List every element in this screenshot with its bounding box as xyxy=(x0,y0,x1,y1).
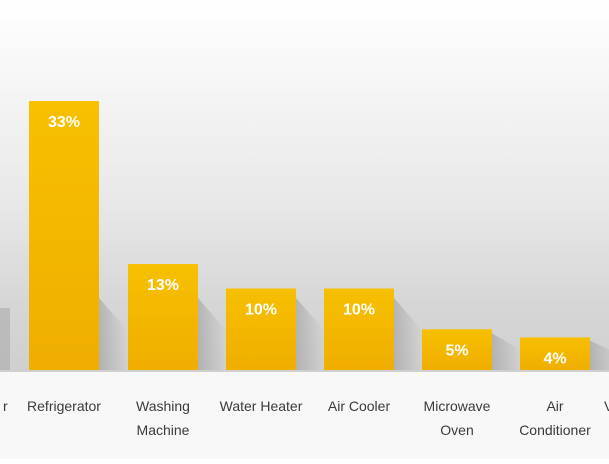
category-label-line: Air Cooler xyxy=(328,398,391,414)
category-label-line: Microwave xyxy=(424,398,491,414)
category-label-line: Washing xyxy=(136,398,190,414)
data-label: 5% xyxy=(445,342,468,359)
category-label-line: V xyxy=(604,398,609,414)
bar-shadow xyxy=(394,298,422,370)
category-label-line: Water Heater xyxy=(220,398,303,414)
category-label: r xyxy=(3,398,8,414)
category-label-line: Machine xyxy=(137,422,190,438)
bar xyxy=(422,329,492,370)
data-label: 4% xyxy=(543,350,566,367)
category-label: Air Cooler xyxy=(328,398,391,414)
bar-shadow xyxy=(492,333,520,370)
category-label-line: Refrigerator xyxy=(27,398,101,414)
bars xyxy=(29,101,590,371)
bar-shadow xyxy=(296,298,324,370)
category-labels: r Refrigerator Washing Machine Water Heater A… xyxy=(3,398,609,438)
plot-floor xyxy=(0,372,609,459)
bar xyxy=(29,101,99,371)
category-label: Water Heater xyxy=(220,398,303,414)
bar xyxy=(226,288,296,370)
bar-shadow xyxy=(99,298,127,370)
bar-shadow xyxy=(198,298,226,370)
data-label: 13% xyxy=(147,277,179,294)
category-label-line: Air xyxy=(546,398,563,414)
bar-shadow xyxy=(590,340,609,370)
bar xyxy=(520,337,590,370)
category-label-line: Conditioner xyxy=(519,422,591,438)
category-label: Microwave Oven xyxy=(424,398,491,438)
data-label: 10% xyxy=(245,302,277,319)
category-label: V xyxy=(604,398,609,414)
category-label: Air Conditioner xyxy=(519,398,591,438)
category-label: Washing Machine xyxy=(136,398,190,438)
category-label-line: Oven xyxy=(440,422,473,438)
bar-shadows xyxy=(0,298,609,370)
category-label: Refrigerator xyxy=(27,398,101,414)
data-label: 10% xyxy=(343,302,375,319)
data-label: 33% xyxy=(48,114,80,131)
data-labels: 33% 13% 10% 10% 5% 4% xyxy=(48,114,567,367)
bar xyxy=(128,264,198,370)
category-label-line: r xyxy=(3,398,8,414)
bar xyxy=(324,288,394,370)
bar-shadow xyxy=(0,308,10,370)
